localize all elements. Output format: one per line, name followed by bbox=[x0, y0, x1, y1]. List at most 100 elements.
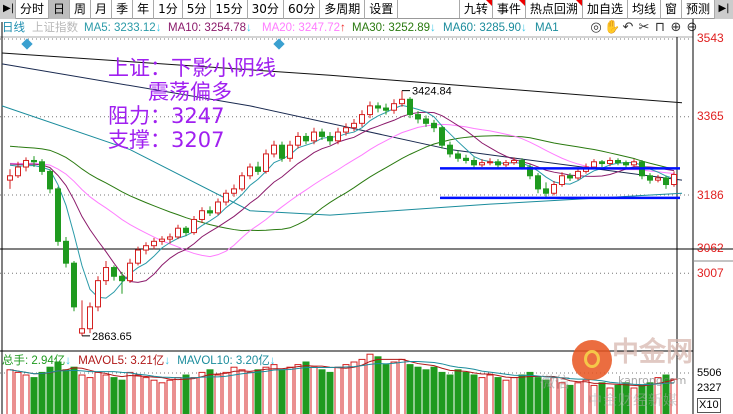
candle-body bbox=[55, 188, 61, 242]
volume-bar bbox=[262, 366, 270, 414]
candle-body bbox=[367, 105, 373, 116]
volume-bar bbox=[502, 379, 510, 414]
ma60-line bbox=[1, 105, 683, 216]
period-tab-4[interactable]: 季 bbox=[112, 0, 134, 19]
tool-button-5[interactable]: 窗 bbox=[661, 0, 682, 19]
candle-body bbox=[455, 153, 461, 159]
annotation-line: 上证：下影小阴线 bbox=[108, 56, 276, 80]
candle-body bbox=[71, 262, 77, 308]
volume-bar bbox=[526, 371, 534, 414]
volume-bar bbox=[350, 361, 358, 414]
volume-bar bbox=[558, 382, 566, 414]
volume-bar bbox=[566, 384, 574, 414]
ma-legend: 日线 上证指数 MA5: 3233.12↓ MA10: 3254.78↓ MA2… bbox=[0, 19, 733, 37]
hand-icon[interactable]: ✋ bbox=[604, 20, 621, 35]
candle-body bbox=[479, 162, 485, 166]
volume-bar bbox=[398, 358, 406, 414]
tool-button-3[interactable]: 加自选 bbox=[583, 0, 628, 19]
tool-button-0[interactable]: 九转 bbox=[460, 0, 493, 19]
period-tab-6[interactable]: 1分 bbox=[154, 0, 183, 19]
collapse-right-icon[interactable]: ▶| bbox=[715, 0, 733, 19]
candle-body bbox=[391, 103, 397, 111]
candle-body bbox=[487, 161, 493, 164]
axis-label: 3186 bbox=[697, 188, 724, 202]
volume-bar bbox=[174, 377, 182, 414]
candle-body bbox=[359, 114, 365, 124]
volume-bar bbox=[486, 374, 494, 414]
lock-icon[interactable]: ⊓ bbox=[654, 20, 666, 35]
period-tab-5[interactable]: 年 bbox=[133, 0, 155, 19]
period-tab-9[interactable]: 30分 bbox=[248, 0, 284, 19]
volume-bar bbox=[342, 364, 350, 414]
mavol5: MAVOL5: 3.21亿 bbox=[78, 355, 165, 367]
volume-bar bbox=[550, 377, 558, 414]
period-tab-10[interactable]: 60分 bbox=[284, 0, 321, 19]
volume-bar bbox=[134, 374, 142, 414]
candle-body bbox=[519, 159, 525, 168]
candle-body bbox=[567, 175, 573, 179]
volume-bar bbox=[470, 374, 478, 414]
candle-body bbox=[215, 201, 221, 214]
volume-bar bbox=[510, 377, 518, 414]
volume-bar bbox=[222, 371, 230, 414]
candle-body bbox=[303, 135, 309, 142]
period-tab-8[interactable]: 15分 bbox=[211, 0, 248, 19]
volume-bar bbox=[614, 384, 622, 414]
candle-body bbox=[415, 114, 421, 120]
axis-label: 3062 bbox=[697, 241, 724, 255]
watermark-brand: 中金网 bbox=[612, 337, 693, 368]
ma30-line bbox=[9, 135, 675, 232]
tool-button-1[interactable]: 事件 bbox=[493, 0, 526, 19]
period-tab-0[interactable]: 分时 bbox=[16, 0, 50, 19]
candle-body bbox=[663, 177, 669, 186]
volume-bar bbox=[254, 369, 262, 414]
volume-bar bbox=[270, 364, 278, 414]
candle-body bbox=[103, 267, 109, 282]
tool-button-4[interactable]: 均线 bbox=[628, 0, 661, 19]
period-tab-3[interactable]: 月 bbox=[91, 0, 113, 19]
period-tab-1[interactable]: 日 bbox=[49, 0, 71, 19]
volume-axis-label: 2327 bbox=[697, 382, 722, 394]
target-icon[interactable]: ◎ bbox=[590, 20, 602, 35]
candle-body bbox=[431, 122, 437, 129]
volume-bar bbox=[518, 374, 526, 414]
period-tab-7[interactable]: 5分 bbox=[183, 0, 212, 19]
period-tab-2[interactable]: 周 bbox=[70, 0, 92, 19]
candle-body bbox=[671, 173, 677, 186]
collapse-left-icon[interactable]: ▶| bbox=[0, 0, 16, 19]
long-ma-line bbox=[1, 52, 683, 104]
tool-button-2[interactable]: 热点回溯 bbox=[526, 0, 583, 19]
candle-body bbox=[527, 166, 533, 177]
high-label: 3424.84 bbox=[412, 86, 452, 98]
scissors-icon[interactable]: ✂ bbox=[638, 20, 650, 35]
candle-body bbox=[111, 267, 117, 277]
undo-icon[interactable]: ↶ bbox=[622, 20, 634, 35]
period-tab-12[interactable]: 设置 bbox=[365, 0, 399, 19]
candle-body bbox=[511, 159, 517, 164]
volume-bar bbox=[326, 371, 334, 414]
zoom-in-icon[interactable]: ⊕ bbox=[670, 20, 682, 35]
period-tab-11[interactable]: 多周期 bbox=[320, 0, 366, 19]
volume-bar bbox=[198, 371, 206, 414]
candle-body bbox=[127, 262, 133, 282]
volume-bar bbox=[246, 371, 254, 414]
volume-bar bbox=[14, 371, 22, 414]
event-marker-icon bbox=[21, 38, 33, 50]
volume-bar bbox=[286, 366, 294, 414]
candle-body bbox=[423, 118, 429, 124]
volume-bar bbox=[462, 371, 470, 414]
candle-body bbox=[471, 159, 477, 166]
volume-bar bbox=[102, 374, 110, 414]
candle-body bbox=[295, 135, 301, 146]
volume-bar bbox=[310, 366, 318, 414]
candle-body bbox=[31, 159, 37, 163]
volume-bar bbox=[62, 369, 70, 414]
zoom-out-icon[interactable]: ⊖ bbox=[686, 20, 698, 35]
tool-button-6[interactable]: 预测 bbox=[682, 0, 715, 19]
candle-body bbox=[543, 188, 549, 194]
candle-body bbox=[327, 135, 333, 142]
volume-bar bbox=[46, 366, 54, 414]
volume-bar bbox=[622, 382, 630, 414]
volume-bar bbox=[574, 382, 582, 414]
